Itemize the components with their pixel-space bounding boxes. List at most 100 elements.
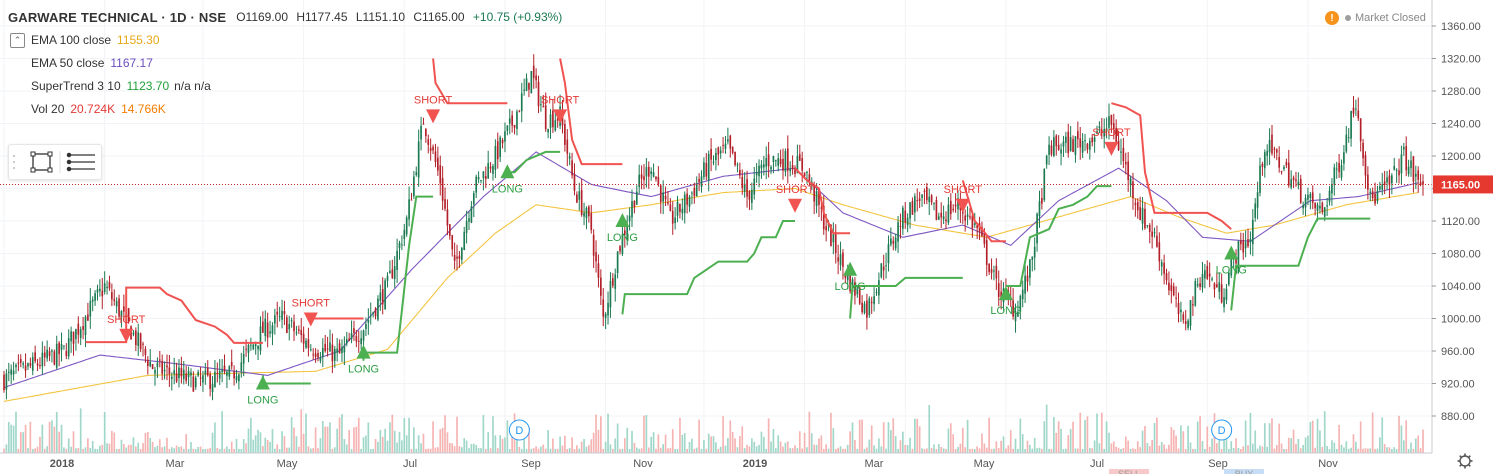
candle (182, 360, 185, 385)
time-tick-label: May (974, 458, 995, 470)
volume-bar (952, 434, 955, 453)
volume-bar (1249, 412, 1252, 453)
candle (552, 99, 554, 133)
candle (1314, 202, 1316, 216)
candle-body (1158, 242, 1161, 262)
candle (878, 272, 880, 305)
candle-body (712, 161, 715, 163)
volume-bar (1065, 448, 1067, 453)
ohlc-values: O1169.00 H1177.45 L1151.10 C1165.00 +10.… (236, 6, 567, 29)
settings-gear-icon[interactable] (1457, 453, 1473, 469)
candle-body (29, 363, 32, 366)
candle-body (854, 282, 856, 296)
volume-bar (482, 415, 485, 453)
volume-bar (810, 433, 813, 453)
candle (89, 287, 92, 329)
volume-bar (458, 446, 461, 453)
volume-bar (552, 438, 554, 453)
volume-bar (628, 448, 631, 453)
volume-bar (451, 443, 454, 453)
volume-bar (1098, 443, 1101, 453)
candle (1402, 143, 1405, 156)
candle (1136, 198, 1139, 219)
candle-body (683, 194, 686, 214)
candle (374, 307, 377, 320)
candle-body (369, 315, 372, 317)
candle-body (1275, 149, 1278, 153)
candle (710, 138, 712, 172)
candle-body (1323, 207, 1326, 217)
dividend-label: D (1218, 425, 1226, 437)
dividend-marker[interactable]: D (1211, 419, 1233, 441)
volume-bar (324, 426, 327, 453)
candle (947, 196, 950, 226)
candle-body (607, 302, 609, 316)
candle (1273, 146, 1276, 159)
volume-bar (1367, 448, 1369, 453)
candle (683, 191, 686, 224)
long-arrow-icon (843, 261, 858, 276)
collapse-icon[interactable]: ⌃ (10, 33, 25, 48)
dividend-marker[interactable]: D (508, 419, 530, 441)
candle-body (252, 344, 255, 350)
symbol-title[interactable]: GARWARE TECHNICAL · 1D · NSE (8, 10, 227, 25)
candle-body (1383, 181, 1386, 186)
candle (779, 149, 782, 168)
volume-bar (863, 448, 866, 453)
volume-bar (511, 429, 513, 453)
candle-body (902, 207, 904, 229)
volume-bar (257, 429, 259, 453)
candle-body (331, 344, 334, 362)
candle (197, 369, 199, 378)
candle-body (1225, 288, 1228, 301)
candle-body (146, 359, 149, 367)
candle (1084, 133, 1086, 152)
volume-bar (1254, 430, 1257, 453)
warning-icon[interactable]: ! (1325, 11, 1339, 25)
candle (1343, 144, 1345, 171)
volume-bar (640, 448, 643, 453)
candle-body (892, 240, 895, 244)
volume-bar (1100, 412, 1103, 453)
candle (480, 179, 482, 184)
candle-body (1048, 144, 1050, 155)
indicator-ema50[interactable]: EMA 50 close 1167.17 (8, 52, 567, 75)
volume-bar (434, 447, 437, 453)
candle (1383, 170, 1386, 195)
volume-bar (839, 446, 842, 453)
candle-body (1362, 142, 1364, 159)
candle-body (1029, 259, 1031, 278)
volume-bar (576, 445, 578, 453)
candle (58, 341, 60, 367)
volume-bar (983, 443, 986, 453)
candle (448, 224, 451, 240)
candle-body (362, 330, 365, 341)
lines-settings-icon[interactable] (66, 152, 95, 172)
candle-body (386, 275, 389, 281)
drag-handle-icon[interactable] (13, 155, 15, 169)
candle-body (964, 215, 967, 221)
volume-bar (537, 448, 540, 453)
indicator-volume[interactable]: Vol 20 20.724K 14.766K (8, 98, 567, 121)
volume-bar (911, 448, 914, 453)
long-signal-label: LONG (348, 364, 379, 376)
candle-body (1053, 137, 1055, 156)
indicator-supertrend[interactable]: SuperTrend 3 10 1123.70 n/a n/a (8, 75, 567, 98)
candle-body (774, 160, 777, 162)
volume-bar (79, 408, 82, 453)
volume-bar (925, 448, 928, 453)
time-axis[interactable]: 2018 Mar May Jul Sep Nov 2019 Mar May Jul Sep Nov (50, 458, 1339, 470)
signals: SHORTLONGSHORTLONGSHORTLONGSHORTLONGSHOR… (107, 94, 1247, 406)
candle (1302, 201, 1304, 215)
volume-bar (60, 424, 63, 453)
candle (185, 365, 188, 384)
candle (628, 207, 631, 231)
candle-body (724, 143, 727, 149)
candle-body (1038, 201, 1041, 217)
candle (619, 245, 621, 255)
indicator-ema100[interactable]: ⌃ EMA 100 close 1155.30 (8, 29, 567, 52)
candle (1067, 123, 1070, 158)
rectangle-tool-icon[interactable] (30, 151, 53, 173)
candle (784, 148, 787, 177)
